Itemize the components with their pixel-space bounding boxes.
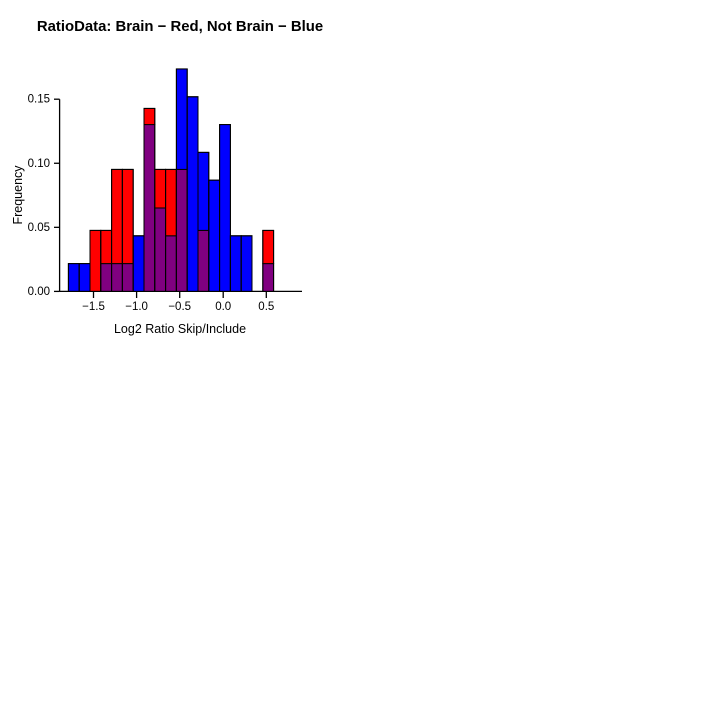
svg-text:0.05: 0.05 [28, 222, 50, 234]
svg-text:−1.0: −1.0 [125, 301, 148, 313]
svg-text:Log2 Ratio Skip/Include: Log2 Ratio Skip/Include [114, 322, 246, 336]
svg-text:Frequency: Frequency [11, 165, 25, 225]
svg-text:0.5: 0.5 [258, 301, 274, 313]
svg-text:−0.5: −0.5 [168, 301, 191, 313]
svg-text:−1.5: −1.5 [82, 301, 105, 313]
svg-text:0.15: 0.15 [28, 94, 50, 106]
svg-text:0.10: 0.10 [28, 158, 50, 170]
svg-text:0.00: 0.00 [28, 286, 50, 298]
svg-text:0.0: 0.0 [215, 301, 231, 313]
svg-text:RatioData: Brain − Red, Not Br: RatioData: Brain − Red, Not Brain − Blue [37, 19, 323, 35]
